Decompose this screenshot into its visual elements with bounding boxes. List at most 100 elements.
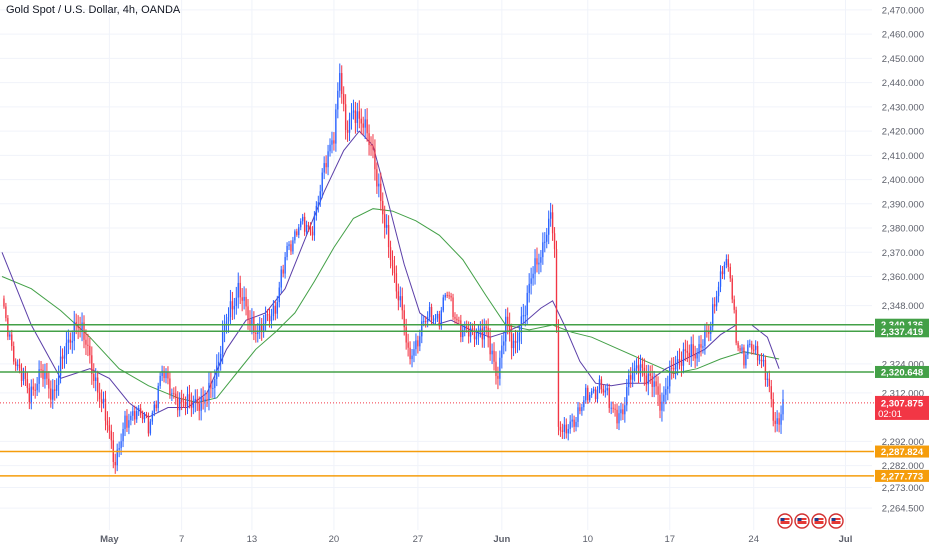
candle-body: [423, 321, 425, 323]
candle-body: [610, 407, 612, 409]
chart-title: Gold Spot / U.S. Dollar, 4h, OANDA: [6, 4, 181, 16]
candle: [735, 306, 737, 346]
candle: [231, 291, 234, 321]
candle: [481, 319, 483, 348]
candle: [317, 195, 319, 213]
candle-body: [448, 295, 450, 297]
time-tick-label: May: [100, 534, 119, 545]
candle: [286, 242, 288, 261]
candle-body: [136, 411, 138, 420]
candle: [186, 386, 189, 415]
candle-body: [655, 381, 657, 387]
price-tick-label: 2,292.000: [882, 437, 924, 448]
candle: [102, 391, 105, 409]
candle-body: [149, 421, 152, 434]
candle: [384, 205, 386, 239]
candle-body: [684, 349, 687, 352]
candle-body: [514, 340, 517, 343]
candle-body: [24, 372, 27, 380]
candle-body: [241, 297, 243, 301]
price-axis[interactable]: 2,470.000 2,460.000 2,450.000 2,440.000 2,43…: [874, 0, 932, 530]
candle-body: [11, 334, 13, 347]
events-flags[interactable]: [777, 513, 844, 529]
candle: [405, 318, 407, 350]
candle: [696, 348, 698, 367]
candle-body: [534, 258, 536, 274]
candle-body: [280, 269, 282, 288]
candle-body: [745, 354, 747, 366]
candle-body: [682, 349, 685, 366]
candle-body: [530, 278, 532, 284]
candle-body: [245, 296, 247, 307]
candle-body: [223, 325, 226, 332]
candle: [260, 317, 263, 341]
candle: [100, 389, 103, 413]
candle: [425, 316, 427, 328]
candle-body: [22, 372, 25, 381]
candle: [602, 384, 605, 396]
candle: [548, 210, 550, 245]
candle: [282, 264, 284, 278]
candle: [544, 232, 546, 253]
candle: [276, 295, 278, 319]
candle-body: [751, 343, 753, 350]
candle-body: [739, 348, 741, 351]
candle: [169, 372, 171, 399]
candle: [296, 228, 298, 237]
candle-body: [329, 144, 331, 152]
candle-body: [596, 390, 599, 400]
price-tick-label: 2,440.000: [882, 78, 924, 89]
candle-body: [34, 389, 36, 391]
candle-body: [774, 420, 776, 424]
candle: [40, 360, 42, 378]
candle-body: [614, 408, 616, 410]
candle-body: [713, 304, 716, 307]
candle-body: [725, 259, 728, 265]
candle-body: [346, 129, 349, 133]
time-tick-label: 10: [582, 534, 593, 545]
candle-body: [218, 361, 220, 366]
resistance-level-badge: [875, 365, 929, 378]
candle-body: [460, 320, 462, 338]
candle-body: [604, 390, 607, 393]
candle-body: [710, 326, 712, 334]
candle: [704, 323, 706, 355]
candle: [223, 314, 226, 343]
candle: [210, 372, 212, 399]
time-tick-label: 17: [664, 534, 675, 545]
candle-body: [313, 215, 316, 236]
candle: [571, 413, 573, 428]
candle: [753, 344, 755, 355]
candle: [315, 201, 318, 221]
candle-body: [719, 271, 722, 287]
candle-body: [508, 323, 511, 334]
candle: [719, 265, 722, 293]
last-price-label: 2,307.875: [881, 398, 924, 409]
time-axis[interactable]: May 7 13 20 27 Jun 10 17 24 Jul: [100, 534, 852, 545]
candle: [630, 367, 632, 388]
candle-body: [251, 317, 253, 325]
candle: [266, 309, 269, 322]
candle: [245, 288, 247, 316]
candle: [764, 355, 767, 387]
candle-body: [606, 388, 608, 391]
candle: [44, 363, 46, 389]
candle: [393, 255, 396, 283]
candle: [419, 329, 421, 352]
candle-body: [727, 259, 730, 267]
price-axis-background: [874, 0, 932, 530]
candle: [192, 395, 195, 415]
candle-body: [411, 355, 413, 360]
price-tick-label: 2,360.000: [882, 272, 924, 283]
candle: [487, 318, 489, 348]
horizontal-levels: [0, 323, 874, 477]
candle-body: [268, 314, 271, 322]
candle: [50, 380, 52, 408]
candle: [712, 297, 714, 333]
candle: [649, 365, 651, 384]
candle-body: [540, 257, 542, 263]
candle-body: [153, 404, 155, 413]
candle: [589, 392, 591, 403]
us-flag-icon: [794, 513, 810, 529]
